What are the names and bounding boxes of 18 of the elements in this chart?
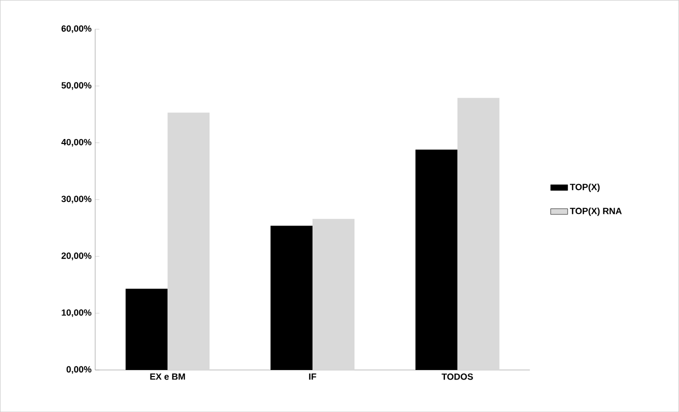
x-tick-label: IF [309, 373, 316, 380]
y-tick-label: 60,00% [62, 25, 92, 33]
y-tick-label: 50,00% [62, 82, 92, 90]
x-tick-label: EX e BM [150, 373, 185, 380]
bar [415, 150, 458, 370]
y-tick-label: 10,00% [62, 309, 92, 317]
bar [168, 112, 210, 370]
y-tick-label: 40,00% [61, 138, 92, 147]
legend-label: TOP(X) [570, 184, 600, 192]
y-tick-label: 0,00% [66, 366, 92, 374]
legend-label: TOP(X) RNA [570, 207, 622, 216]
bar [126, 288, 168, 370]
bar [457, 98, 500, 370]
y-tick-label: 20,00% [62, 252, 92, 260]
y-tick-label: 30,00% [61, 196, 92, 204]
bar [270, 226, 313, 370]
bar [312, 218, 354, 370]
x-tick-label: TODOS [442, 373, 473, 380]
